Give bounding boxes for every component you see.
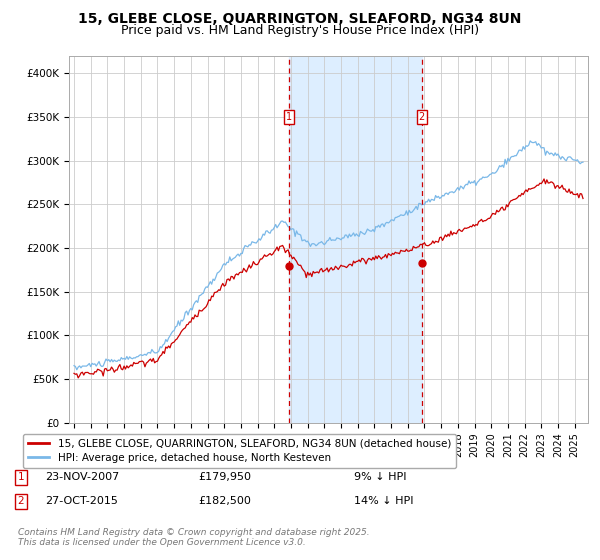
Legend: 15, GLEBE CLOSE, QUARRINGTON, SLEAFORD, NG34 8UN (detached house), HPI: Average : 15, GLEBE CLOSE, QUARRINGTON, SLEAFORD, … <box>23 433 456 468</box>
Text: £182,500: £182,500 <box>198 496 251 506</box>
Text: 2: 2 <box>418 112 425 122</box>
Text: 23-NOV-2007: 23-NOV-2007 <box>45 472 119 482</box>
Text: 27-OCT-2015: 27-OCT-2015 <box>45 496 118 506</box>
Text: 1: 1 <box>17 472 25 482</box>
Text: 9% ↓ HPI: 9% ↓ HPI <box>354 472 407 482</box>
Bar <box>289 56 422 423</box>
Text: 14% ↓ HPI: 14% ↓ HPI <box>354 496 413 506</box>
Text: Contains HM Land Registry data © Crown copyright and database right 2025.
This d: Contains HM Land Registry data © Crown c… <box>18 528 370 547</box>
Text: Price paid vs. HM Land Registry's House Price Index (HPI): Price paid vs. HM Land Registry's House … <box>121 24 479 36</box>
Text: 1: 1 <box>286 112 292 122</box>
Text: 2: 2 <box>17 496 25 506</box>
Text: £179,950: £179,950 <box>198 472 251 482</box>
Text: 15, GLEBE CLOSE, QUARRINGTON, SLEAFORD, NG34 8UN: 15, GLEBE CLOSE, QUARRINGTON, SLEAFORD, … <box>79 12 521 26</box>
